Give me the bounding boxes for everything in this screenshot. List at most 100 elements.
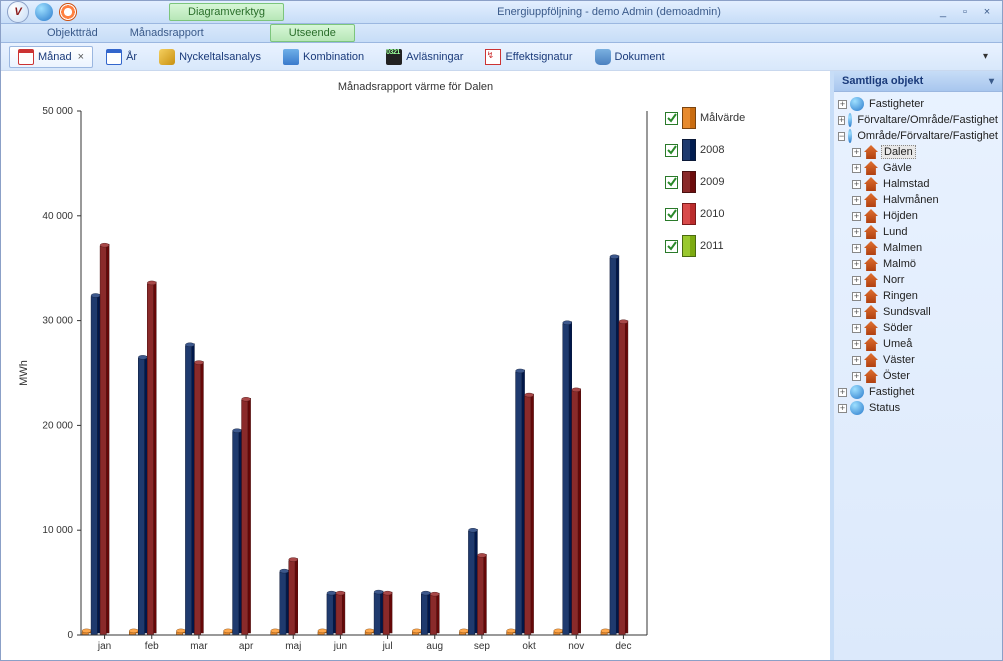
legend-item-malvarde[interactable]: Målvärde — [665, 107, 745, 129]
svg-text:dec: dec — [615, 641, 631, 652]
tree-expander[interactable]: + — [838, 404, 847, 413]
restore-button[interactable]: ▫ — [956, 5, 974, 19]
context-tab-diagramverktyg[interactable]: Diagramverktyg — [169, 3, 284, 21]
globe-icon[interactable] — [35, 3, 53, 21]
tree-expander[interactable]: + — [852, 372, 861, 381]
tree-item-label: Halmstad — [881, 178, 931, 190]
tab-manad[interactable]: Månad × — [9, 46, 93, 68]
tab-close-icon[interactable]: × — [78, 51, 84, 63]
tree-item-malmo[interactable]: +Malmö — [838, 256, 1000, 272]
key-icon — [159, 49, 175, 65]
help-icon[interactable] — [59, 3, 77, 21]
legend-item-y2010[interactable]: 2010 — [665, 203, 745, 225]
tree-forvaltare-omrade-fastighet[interactable]: +Förvaltare/Område/Fastighet — [838, 112, 1000, 128]
legend-checkbox[interactable] — [665, 208, 678, 221]
legend-checkbox[interactable] — [665, 176, 678, 189]
tab-effektsignatur[interactable]: ↯ Effektsignatur — [476, 46, 581, 68]
legend-swatch — [682, 139, 696, 161]
tree-item-hojden[interactable]: +Höjden — [838, 208, 1000, 224]
tree-expander[interactable]: + — [852, 228, 861, 237]
menu-utseende[interactable]: Utseende — [270, 24, 355, 42]
tree-item-malmen[interactable]: + Malmen — [838, 240, 1000, 256]
tree-expander[interactable]: + — [838, 388, 847, 397]
legend-item-y2008[interactable]: 2008 — [665, 139, 745, 161]
tree-item-label: Fastighet — [867, 386, 916, 398]
tree-expander[interactable]: + — [838, 100, 847, 109]
tree-item-label: Halvmånen — [881, 194, 941, 206]
tree-item-halmstad[interactable]: + Halmstad — [838, 176, 1000, 192]
tree-expander[interactable]: + — [852, 308, 861, 317]
tree-item-soder[interactable]: + Söder — [838, 320, 1000, 336]
chart-plot: 010 00020 00030 00040 00050 000MWhjanfeb… — [11, 101, 653, 660]
tab-nyckeltal-label: Nyckeltalsanalys — [179, 51, 261, 63]
legend-checkbox[interactable] — [665, 144, 678, 157]
legend-item-y2009[interactable]: 2009 — [665, 171, 745, 193]
tree-expander[interactable]: + — [852, 148, 861, 157]
tree-omrade-forvaltare-fastighet[interactable]: −Område/Förvaltare/Fastighet — [838, 128, 1000, 144]
tab-kombination-label: Kombination — [303, 51, 364, 63]
object-tree: +Fastigheter+Förvaltare/Område/Fastighet… — [834, 92, 1002, 660]
house-icon — [864, 145, 878, 159]
tree-item-halvmanen[interactable]: + Halvmånen — [838, 192, 1000, 208]
tree-expander[interactable]: + — [852, 324, 861, 333]
house-icon — [864, 289, 878, 303]
tree-item-norr[interactable]: +Norr — [838, 272, 1000, 288]
tree-expander[interactable]: + — [852, 260, 861, 269]
tree-expander[interactable]: + — [838, 116, 845, 125]
legend-item-y2011[interactable]: 2011 — [665, 235, 745, 257]
tree-item-label: Lund — [881, 226, 909, 238]
tab-avlasningar[interactable]: 0321 Avläsningar — [377, 46, 472, 68]
tree-item-label: Umeå — [881, 338, 914, 350]
tabs-overflow-button[interactable]: ▾ — [977, 51, 994, 62]
tree-expander[interactable]: + — [852, 164, 861, 173]
tree-expander[interactable]: + — [852, 212, 861, 221]
tree-expander[interactable]: + — [852, 196, 861, 205]
tab-ar[interactable]: År — [97, 46, 146, 68]
tree-fastighet[interactable]: + Fastighet — [838, 384, 1000, 400]
tree-fastigheter[interactable]: +Fastigheter — [838, 96, 1000, 112]
tree-item-label: Gävle — [881, 162, 914, 174]
menu-manadsrapport[interactable]: Månadsrapport — [124, 25, 210, 41]
globe-icon — [848, 129, 852, 143]
tree-item-gavle[interactable]: + Gävle — [838, 160, 1000, 176]
legend-checkbox[interactable] — [665, 112, 678, 125]
house-icon — [864, 369, 878, 383]
menu-objekttrad[interactable]: Objektträd — [41, 25, 104, 41]
tree-item-ringen[interactable]: +Ringen — [838, 288, 1000, 304]
app-logo-icon: V — [7, 1, 29, 23]
tab-dokument[interactable]: Dokument — [586, 46, 674, 68]
tree-expander[interactable]: + — [852, 244, 861, 253]
tree-expander[interactable]: + — [852, 180, 861, 189]
tree-expander[interactable]: + — [852, 340, 861, 349]
house-icon — [864, 273, 878, 287]
tree-status[interactable]: +Status — [838, 400, 1000, 416]
side-panel-header[interactable]: Samtliga objekt ▾ — [834, 71, 1002, 92]
tree-expander[interactable]: − — [838, 132, 845, 141]
house-icon — [864, 225, 878, 239]
tree-item-umea[interactable]: + Umeå — [838, 336, 1000, 352]
house-icon — [864, 177, 878, 191]
legend-swatch — [682, 107, 696, 129]
legend-label: 2008 — [700, 144, 724, 156]
tree-expander[interactable]: + — [852, 356, 861, 365]
tree-item-sundsvall[interactable]: +Sundsvall — [838, 304, 1000, 320]
tree-item-vaster[interactable]: +Väster — [838, 352, 1000, 368]
svg-text:50 000: 50 000 — [42, 106, 73, 117]
tab-kombination[interactable]: Kombination — [274, 46, 373, 68]
close-button[interactable]: × — [978, 5, 996, 19]
tree-item-oster[interactable]: +Öster — [838, 368, 1000, 384]
minimize-button[interactable]: _ — [934, 5, 952, 19]
tree-item-label: Malmen — [881, 242, 924, 254]
tree-item-label: Dalen — [881, 145, 916, 159]
tree-item-label: Söder — [881, 322, 914, 334]
legend-swatch — [682, 171, 696, 193]
legend-checkbox[interactable] — [665, 240, 678, 253]
tree-item-dalen[interactable]: + Dalen — [838, 144, 1000, 160]
tree-item-lund[interactable]: + Lund — [838, 224, 1000, 240]
svg-text:nov: nov — [568, 641, 584, 652]
tree-expander[interactable]: + — [852, 276, 861, 285]
tree-expander[interactable]: + — [852, 292, 861, 301]
tab-nyckeltal[interactable]: Nyckeltalsanalys — [150, 46, 270, 68]
svg-text:40 000: 40 000 — [42, 211, 73, 222]
house-icon — [864, 353, 878, 367]
